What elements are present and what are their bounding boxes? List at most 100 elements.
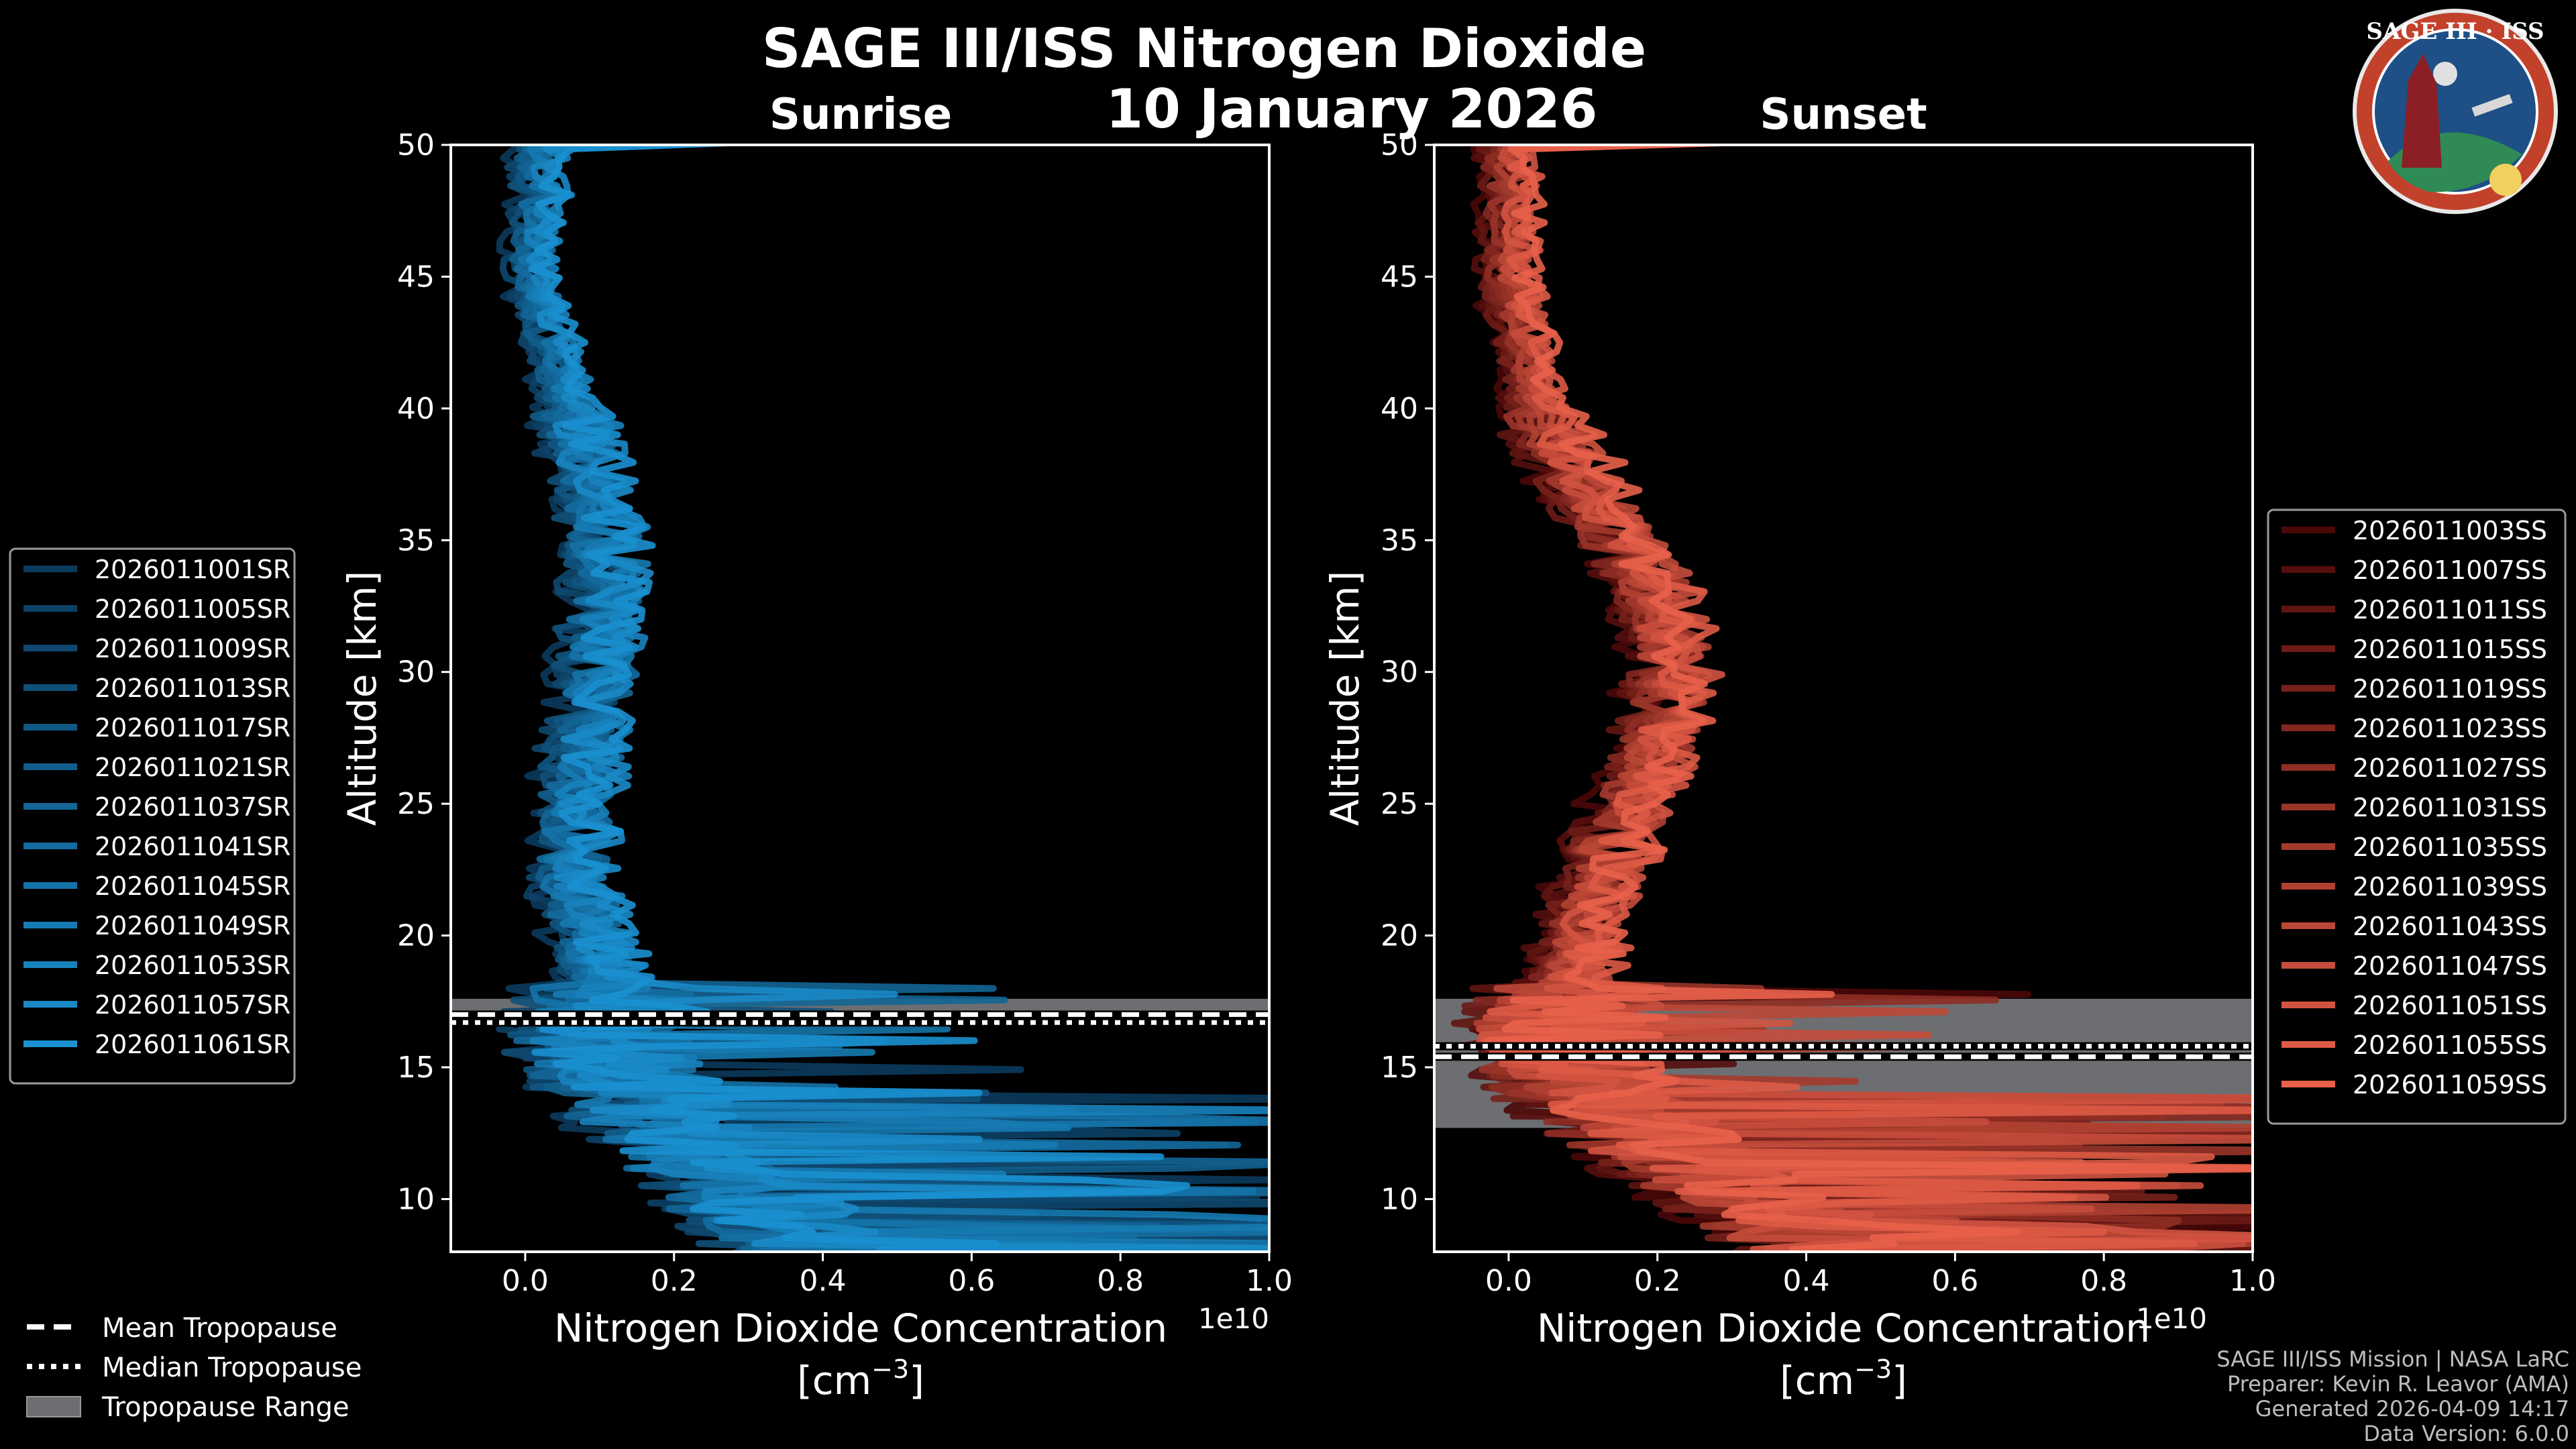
sunset-panel: 0.0 0.2 0.4 0.6 0.8 1.0 10 15 20 25 30 35 40 45 50 Alt… — [1322, 128, 2276, 1403]
sunset-y-tick-label: 50 — [1381, 128, 1418, 162]
sunrise-legend-label: 2026011017SR — [95, 713, 290, 743]
logo-space-station-icon — [2471, 94, 2513, 117]
credit-data-version: Data Version: 6.0.0 — [2363, 1421, 2569, 1446]
logo-title-text: SAGE III · ISS — [2366, 18, 2544, 45]
sunset-x-tick-label: 1.0 — [2229, 1264, 2276, 1298]
median-tropopause-legend-label: Median Tropopause — [102, 1352, 362, 1383]
sunrise-panel: 0.0 0.2 0.4 0.6 0.8 1.0 10 15 20 25 30 35 40 45 50 Alt… — [339, 128, 1293, 1403]
sunrise-legend-label: 2026011045SR — [95, 871, 290, 901]
sunrise-legend-label: 2026011009SR — [95, 634, 290, 663]
sunrise-y-tick-label: 40 — [397, 392, 435, 426]
sunrise-y-tick-label: 30 — [397, 655, 435, 690]
sunrise-legend-label: 2026011021SR — [95, 753, 290, 782]
credit-generated: Generated 2026-04-09 14:17 — [2255, 1396, 2569, 1421]
sunrise-x-tick-label: 0.6 — [948, 1264, 995, 1298]
sunrise-x-axis-unit: [cm−3] — [797, 1354, 924, 1403]
sunset-y-tick-label: 35 — [1381, 523, 1418, 557]
sunrise-legend-label: 2026011057SR — [95, 990, 290, 1020]
sunrise-panel-title: Sunrise — [769, 90, 952, 140]
sunset-legend-label: 2026011019SS — [2353, 674, 2547, 704]
sunset-unit-close: ] — [1892, 1358, 1907, 1403]
sunset-x-tick-label: 0.0 — [1485, 1264, 1532, 1298]
sunset-legend-label: 2026011003SS — [2353, 516, 2547, 545]
sunrise-legend-label: 2026011013SR — [95, 674, 290, 703]
sunset-profile-2026011059SS — [1485, 145, 2253, 1252]
sunrise-x-axis-label: Nitrogen Dioxide Concentration — [554, 1305, 1167, 1351]
sunrise-y-tick-label: 35 — [397, 523, 435, 557]
mean-tropopause-legend-label: Mean Tropopause — [102, 1313, 337, 1344]
sunset-panel-title: Sunset — [1760, 90, 1927, 140]
sunrise-y-tick-label: 25 — [397, 787, 435, 821]
sunrise-x-tick-label: 0.0 — [502, 1264, 549, 1298]
sunset-x-tick-label: 0.8 — [2080, 1264, 2127, 1298]
logo-moon-icon — [2433, 62, 2457, 86]
sunrise-y-tick-label: 15 — [397, 1051, 435, 1085]
sunrise-y-tick-label: 50 — [397, 128, 435, 162]
sunrise-legend-label: 2026011001SR — [95, 555, 290, 584]
sunset-axes: 0.0 0.2 0.4 0.6 0.8 1.0 10 15 20 25 30 35 40 45 50 — [1381, 128, 2276, 1298]
sunset-y-tick-label: 30 — [1381, 655, 1418, 690]
tropopause-range-legend-swatch — [26, 1396, 81, 1417]
sunset-y-tick-label: 45 — [1381, 260, 1418, 294]
sunrise-profile-2026011061SR — [529, 145, 1240, 1252]
sunset-y-tick-label: 20 — [1381, 919, 1418, 953]
sunrise-x-scale-label: 1e10 — [1198, 1302, 1269, 1335]
sunset-y-tick-label: 40 — [1381, 392, 1418, 426]
credits-block: SAGE III/ISS Mission | NASA LaRC Prepare… — [2216, 1346, 2569, 1446]
sunset-legend-label: 2026011015SS — [2353, 635, 2547, 664]
sunrise-unit-base: [cm — [797, 1358, 871, 1403]
sunset-y-tick-label: 15 — [1381, 1051, 1418, 1085]
sunset-x-tick-label: 0.4 — [1783, 1264, 1830, 1298]
figure-title: SAGE III/ISS Nitrogen Dioxide — [762, 17, 1646, 80]
sunset-legend-label: 2026011051SS — [2353, 991, 2547, 1020]
sunrise-plot-frame — [449, 144, 1271, 1253]
sunrise-legend-label: 2026011005SR — [95, 594, 290, 624]
sunrise-profiles — [451, 145, 1269, 1252]
sunrise-axes: 0.0 0.2 0.4 0.6 0.8 1.0 10 15 20 25 30 35 40 45 50 — [397, 128, 1293, 1298]
sunrise-y-axis-label: Altitude [km] — [339, 571, 385, 826]
sunset-x-tick-label: 0.6 — [1931, 1264, 1978, 1298]
sunset-legend-label: 2026011027SS — [2353, 753, 2547, 783]
sunset-legend-box — [2267, 508, 2567, 1125]
sunrise-x-tick-label: 0.4 — [800, 1264, 847, 1298]
sunset-legend-label: 2026011035SS — [2353, 833, 2547, 862]
sunrise-y-tick-label: 45 — [397, 260, 435, 294]
sunset-legend-label: 2026011039SS — [2353, 872, 2547, 902]
sunset-y-tick-label: 10 — [1381, 1182, 1418, 1216]
sunrise-legend-label: 2026011053SR — [95, 951, 290, 980]
sunset-x-scale-label: 1e10 — [2136, 1302, 2207, 1335]
sunset-legend-label: 2026011011SS — [2353, 595, 2547, 625]
sunset-plot-frame — [1433, 144, 2254, 1253]
sunrise-legend-label: 2026011037SR — [95, 792, 290, 822]
sunset-unit-base: [cm — [1780, 1358, 1854, 1403]
logo-wizard-figure-icon — [2402, 54, 2442, 168]
sunset-unit-exponent: −3 — [1854, 1354, 1892, 1384]
sunrise-x-tick-label: 1.0 — [1246, 1264, 1293, 1298]
sunset-y-axis-label: Altitude [km] — [1322, 571, 1368, 826]
tropopause-range-legend-label: Tropopause Range — [101, 1392, 350, 1423]
figure-date: 10 January 2026 — [1106, 78, 1598, 140]
sunrise-x-tick-label: 0.2 — [651, 1264, 698, 1298]
sunset-legend: 2026011003SS 2026011007SS 2026011011SS 2026… — [2267, 508, 2567, 1125]
sunset-legend-label: 2026011007SS — [2353, 555, 2547, 585]
sunrise-x-tick-label: 0.8 — [1097, 1264, 1144, 1298]
sunrise-y-tick-label: 20 — [397, 919, 435, 953]
sunset-legend-label: 2026011031SS — [2353, 793, 2547, 822]
sunset-legend-label: 2026011047SS — [2353, 951, 2547, 981]
credit-mission: SAGE III/ISS Mission | NASA LaRC — [2216, 1346, 2569, 1372]
sunrise-legend-label: 2026011041SR — [95, 832, 290, 861]
sunset-x-axis-label: Nitrogen Dioxide Concentration — [1537, 1305, 2150, 1351]
tropopause-legend: Mean Tropopause Median Tropopause Tropop… — [26, 1313, 362, 1423]
sunset-legend-label: 2026011043SS — [2353, 912, 2547, 941]
sunrise-y-tick-label: 10 — [397, 1182, 435, 1216]
sunrise-legend-box — [9, 547, 296, 1085]
sunrise-legend-label: 2026011049SR — [95, 911, 290, 941]
sunrise-unit-exponent: −3 — [871, 1354, 909, 1384]
sunrise-unit-close: ] — [909, 1358, 924, 1403]
sunset-legend-label: 2026011055SS — [2353, 1030, 2547, 1060]
sunset-x-tick-label: 0.2 — [1634, 1264, 1681, 1298]
sage-iii-iss-mission-logo: SAGE III · ISS — [2353, 9, 2558, 214]
sunset-legend-label: 2026011059SS — [2353, 1070, 2547, 1099]
sunset-legend-label: 2026011023SS — [2353, 714, 2547, 743]
